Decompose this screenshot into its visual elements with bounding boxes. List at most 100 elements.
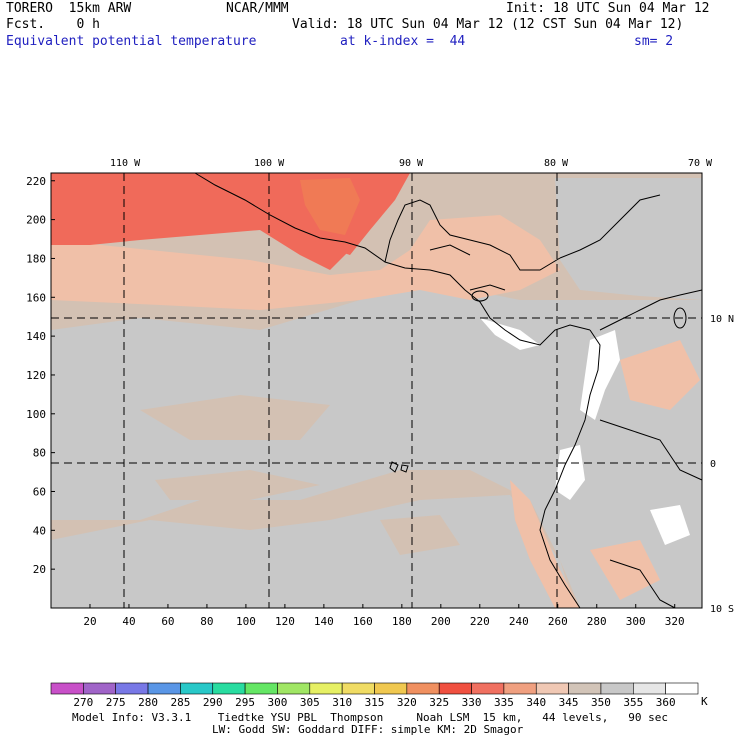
x-tick-label: 100: [236, 615, 256, 628]
lon-label: 80 W: [544, 158, 569, 169]
colorbar-tick-label: 285: [170, 696, 190, 709]
colorbar-tick-label: 295: [235, 696, 255, 709]
colorbar-tick-label: 320: [397, 696, 417, 709]
colorbar-swatch: [147, 682, 181, 695]
coastline-caribbean: [559, 194, 661, 259]
colorbar: [50, 682, 699, 695]
hot-region-west: [51, 173, 350, 270]
coastline-south-america-north: [599, 289, 703, 331]
colorbar-tick-label: 300: [268, 696, 288, 709]
salmon-region-se: [590, 540, 660, 600]
model-title: TORERO 15km ARW: [6, 1, 132, 16]
colorbar-swatch: [665, 682, 699, 695]
colorbar-tick-label: 280: [138, 696, 158, 709]
warm-region-3: [380, 515, 460, 555]
colorbar-unit: K: [701, 695, 708, 708]
colorbar-tick-label: 270: [73, 696, 93, 709]
colorbar-swatch: [632, 682, 666, 695]
x-tick-label: 60: [161, 615, 174, 628]
colorbar-swatch: [341, 682, 375, 695]
org-label: NCAR/MMM: [226, 1, 289, 16]
lake-maracaibo: [673, 307, 687, 329]
x-tick-label: 140: [314, 615, 334, 628]
x-tick-label: 160: [353, 615, 373, 628]
colorbar-tick-label: 335: [494, 696, 514, 709]
x-tick-label: 180: [392, 615, 412, 628]
coastline-south-america-west: [539, 329, 601, 609]
model-info: Model Info: V3.3.1 Tiedtke YSU PBL Thomp…: [72, 711, 669, 724]
forecast-hour: Fcst. 0 h: [6, 17, 100, 32]
x-tick-label: 300: [626, 615, 646, 628]
colorbar-swatch: [374, 682, 408, 695]
y-tick-label: 180: [26, 252, 46, 265]
y-tick-label: 100: [26, 408, 46, 421]
x-tick-label: 220: [470, 615, 490, 628]
y-tick-label: 140: [26, 330, 46, 343]
colorbar-tick-label: 345: [559, 696, 579, 709]
salmon-region-east: [620, 340, 700, 410]
colorbar-swatch: [535, 682, 569, 695]
coastlines: [194, 172, 703, 609]
x-tick-label: 240: [509, 615, 529, 628]
colorbar-labels: 270 275 280 285 290 295 300 305 310 315 320 325 330 3…: [73, 696, 675, 709]
y-tick-label: 220: [26, 175, 46, 188]
cold-region-andes-mid: [555, 445, 585, 500]
warm-region-1: [140, 395, 330, 440]
y-axis-ticks: 220 200 180 160 140 120 100 80 60 40 20: [26, 175, 55, 576]
plot-frame: [50, 172, 703, 609]
hottest-core: [300, 178, 360, 235]
colorbar-tick-label: 330: [462, 696, 482, 709]
x-tick-label: 20: [83, 615, 96, 628]
y-tick-label: 80: [33, 447, 46, 460]
border-peru-brazil: [599, 419, 703, 481]
colorbar-tick-label: 315: [365, 696, 385, 709]
hot-region-center: [200, 173, 410, 255]
field-name: Equivalent potential temperature: [6, 34, 257, 49]
lon-label: 100 W: [254, 158, 285, 169]
colorbar-swatch: [180, 682, 214, 695]
longitude-labels: 110 W 100 W 90 W 80 W 70 W: [110, 158, 713, 169]
colorbar-tick-label: 290: [203, 696, 223, 709]
border-central-america-2: [469, 284, 506, 291]
y-tick-label: 160: [26, 291, 46, 304]
colorbar-swatch: [438, 682, 472, 695]
x-tick-label: 120: [275, 615, 295, 628]
salmon-region-north: [51, 215, 560, 310]
smooth-label: sm= 2: [634, 34, 674, 49]
y-tick-label: 120: [26, 369, 46, 382]
physics-info: LW: Godd SW: Goddard DIFF: simple KM: 2D…: [212, 723, 524, 736]
lake-nicaragua: [471, 290, 489, 302]
x-tick-label: 200: [431, 615, 451, 628]
coastline-yucatan: [384, 199, 561, 271]
lat-label: 10 S: [710, 604, 734, 615]
colorbar-tick-label: 305: [300, 696, 320, 709]
lon-label: 110 W: [110, 158, 141, 169]
warm-region-2: [155, 470, 320, 500]
colorbar-tick-label: 340: [526, 696, 546, 709]
y-tick-label: 40: [33, 524, 46, 537]
x-tick-label: 40: [122, 615, 135, 628]
colorbar-swatch: [568, 682, 602, 695]
lat-label: 10 N: [710, 314, 734, 325]
graticule: [51, 173, 702, 608]
x-axis-ticks: 20 40 60 80 100 120 140 160 180 200 220 240 260 280 30…: [83, 604, 685, 628]
colorbar-swatch: [600, 682, 634, 695]
cold-region-isthmus: [480, 318, 540, 350]
colorbar-tick-label: 310: [332, 696, 352, 709]
gray-region-east-land: [555, 178, 702, 300]
lon-label: 70 W: [688, 158, 713, 169]
colorbar-tick-label: 325: [429, 696, 449, 709]
lat-label: 0: [710, 459, 716, 470]
level-label: at k-index = 44: [340, 34, 466, 49]
colorbar-swatch: [471, 682, 505, 695]
latitude-labels: 10 N 0 10 S: [710, 314, 734, 615]
colorbar-tick-label: 355: [623, 696, 643, 709]
y-tick-label: 20: [33, 563, 46, 576]
coastline-mexico: [194, 172, 591, 346]
galapagos-islands: [389, 461, 409, 473]
init-time: Init: 18 UTC Sun 04 Mar 12: [506, 1, 710, 16]
colorbar-swatch: [503, 682, 537, 695]
colorbar-swatch: [212, 682, 246, 695]
